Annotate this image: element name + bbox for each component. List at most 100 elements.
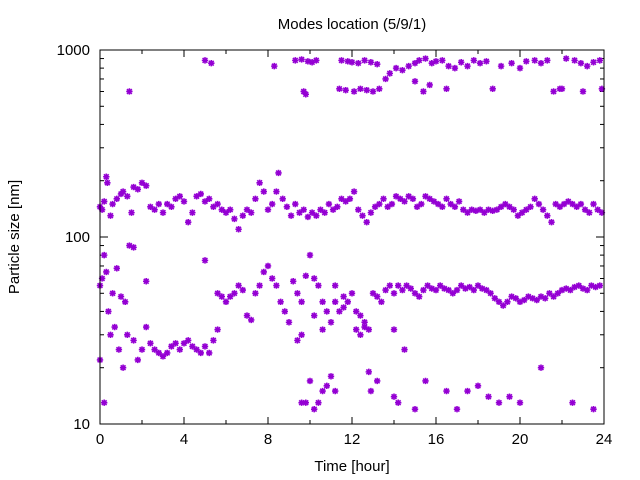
data-point <box>413 203 421 211</box>
data-point <box>256 179 263 186</box>
data-point <box>392 64 400 72</box>
data-point <box>506 203 513 211</box>
data-point <box>319 387 326 395</box>
data-point <box>420 286 427 294</box>
data-point <box>239 286 246 294</box>
data-point <box>512 295 519 302</box>
x-tick-label: 16 <box>428 431 445 448</box>
data-point <box>214 326 221 333</box>
data-point <box>332 298 339 306</box>
data-point <box>437 282 444 289</box>
data-point <box>489 85 496 93</box>
data-point <box>325 200 333 208</box>
chart-title: Modes location (5/9/1) <box>278 16 426 33</box>
data-point <box>313 212 320 219</box>
data-point <box>464 387 471 395</box>
data-point <box>300 88 307 95</box>
data-point <box>405 62 412 70</box>
data-point <box>374 377 381 385</box>
data-point <box>302 272 309 280</box>
data-point <box>126 242 133 249</box>
data-point <box>273 282 280 289</box>
data-point <box>590 405 597 413</box>
data-point <box>109 290 116 297</box>
data-point <box>210 337 217 344</box>
data-point <box>527 203 534 211</box>
data-point <box>227 206 234 213</box>
data-point <box>319 298 326 306</box>
data-point <box>523 206 530 213</box>
data-point <box>458 59 465 66</box>
data-point <box>353 308 360 315</box>
data-point <box>571 57 578 64</box>
data-point <box>256 282 263 289</box>
data-point <box>350 188 358 195</box>
data-point <box>508 293 515 300</box>
data-point <box>164 200 171 208</box>
data-point <box>426 81 433 89</box>
data-point <box>586 209 593 216</box>
data-point <box>327 373 335 380</box>
data-point <box>489 207 496 215</box>
data-point <box>411 78 419 85</box>
data-point <box>510 206 517 213</box>
data-point <box>470 286 477 294</box>
data-point <box>579 285 587 292</box>
data-point <box>308 59 316 66</box>
data-point <box>130 337 137 344</box>
data-point <box>208 59 215 67</box>
data-point <box>584 286 591 294</box>
data-point <box>113 195 120 203</box>
data-point <box>311 275 318 282</box>
data-point <box>539 206 547 213</box>
data-point <box>311 405 318 413</box>
data-point <box>189 343 196 350</box>
data-point <box>491 295 498 302</box>
data-point <box>382 286 389 294</box>
data-point <box>206 195 213 203</box>
data-point <box>537 59 545 67</box>
data-point <box>495 399 503 406</box>
data-point <box>464 62 471 70</box>
data-point <box>260 188 267 195</box>
data-point <box>319 326 326 333</box>
data-point <box>214 200 221 208</box>
data-point <box>101 198 108 205</box>
data-point <box>151 346 158 353</box>
data-point <box>340 293 347 300</box>
x-tick-label: 0 <box>96 431 104 448</box>
data-point <box>168 343 175 350</box>
data-point <box>376 85 383 93</box>
data-point <box>474 382 482 390</box>
y-tick-label: 1000 <box>57 42 90 59</box>
data-point <box>218 293 225 300</box>
data-point <box>155 200 162 208</box>
data-point <box>98 275 106 282</box>
data-point <box>285 319 293 326</box>
data-point <box>298 331 305 338</box>
data-point <box>521 296 528 304</box>
data-point <box>409 195 417 203</box>
data-point <box>443 195 450 203</box>
data-point <box>569 200 576 208</box>
data-point <box>323 382 330 390</box>
data-point <box>214 290 221 297</box>
data-point <box>334 203 341 211</box>
data-point <box>531 57 538 64</box>
data-point <box>248 209 255 216</box>
data-point <box>443 85 450 93</box>
data-point <box>516 298 524 306</box>
data-point <box>294 290 301 297</box>
data-point <box>455 198 463 205</box>
data-point <box>327 319 335 326</box>
data-point <box>523 58 530 65</box>
data-point <box>117 293 125 300</box>
data-point <box>554 290 561 297</box>
data-point <box>115 346 123 353</box>
data-point <box>155 349 162 357</box>
data-point <box>411 290 419 297</box>
data-point <box>201 257 209 264</box>
data-point <box>529 295 536 302</box>
data-point <box>252 195 259 203</box>
data-point <box>271 62 278 70</box>
